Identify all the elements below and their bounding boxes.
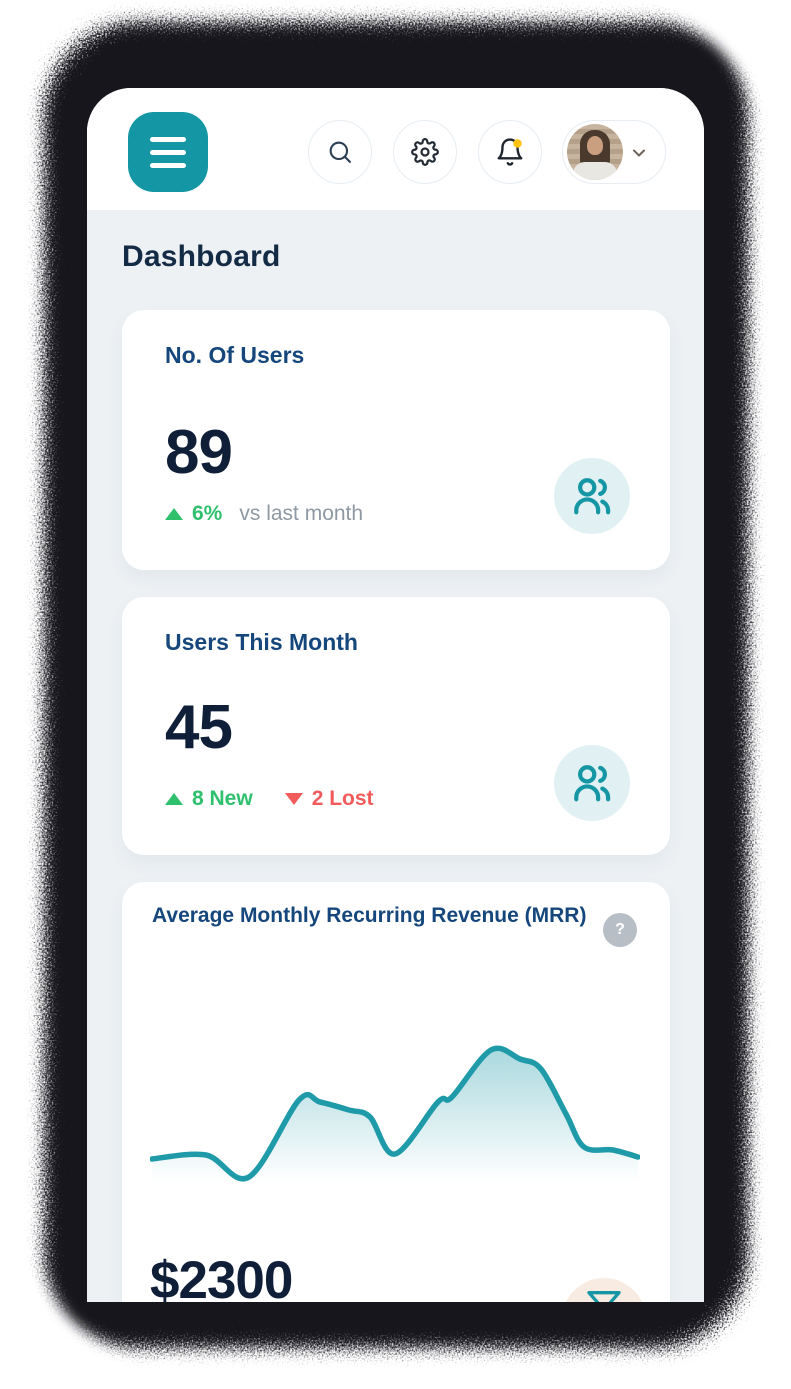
phone-screen: Dashboard No. Of Users 89 6% vs last mon…	[87, 88, 704, 1302]
app-header	[87, 88, 704, 210]
card-title: Average Monthly Recurring Revenue (MRR)	[152, 904, 587, 927]
avatar	[567, 124, 623, 180]
trend-row: 6% vs last month	[165, 502, 363, 526]
chevron-down-icon	[633, 149, 645, 157]
trend-note: vs last month	[239, 502, 364, 525]
notifications-button[interactable]	[478, 120, 542, 184]
help-button[interactable]: ?	[603, 913, 637, 947]
users-badge	[554, 458, 630, 534]
gear-icon	[411, 138, 439, 166]
settings-button[interactable]	[393, 120, 457, 184]
card-no-of-users: No. Of Users 89 6% vs last month	[122, 310, 670, 570]
trend-up-value: 6%	[192, 502, 223, 525]
users-month-value: 45	[165, 693, 233, 762]
profile-menu[interactable]	[562, 120, 666, 184]
users-icon	[574, 478, 611, 515]
card-title: Users This Month	[165, 629, 358, 655]
users-total-value: 89	[165, 418, 233, 487]
trend-row: 8 New 2 Lost	[165, 787, 374, 811]
hamburger-icon	[150, 136, 186, 142]
trend-up-icon	[165, 508, 183, 520]
area-chart-svg	[149, 1045, 641, 1182]
search-icon	[329, 141, 351, 163]
trend-down-value: 2 Lost	[311, 787, 374, 810]
card-users-this-month: Users This Month 45 8 New 2 Lost	[122, 597, 670, 855]
bell-icon	[497, 138, 523, 166]
mrr-value: $2300	[150, 1251, 293, 1302]
mrr-area-chart	[149, 1032, 641, 1182]
trend-down-icon	[284, 793, 303, 805]
menu-button[interactable]	[128, 112, 208, 192]
trend-up-value: 8 New	[192, 787, 253, 810]
card-title: No. Of Users	[165, 342, 305, 368]
page-title: Dashboard	[122, 240, 281, 273]
users-badge	[554, 745, 630, 821]
unread-badge	[513, 139, 522, 148]
card-mrr: Average Monthly Recurring Revenue (MRR) …	[122, 882, 670, 1302]
revenue-badge	[562, 1278, 646, 1302]
search-button[interactable]	[308, 120, 372, 184]
funnel-icon	[587, 1291, 621, 1302]
users-icon	[574, 765, 611, 802]
trend-up-icon	[165, 793, 183, 805]
